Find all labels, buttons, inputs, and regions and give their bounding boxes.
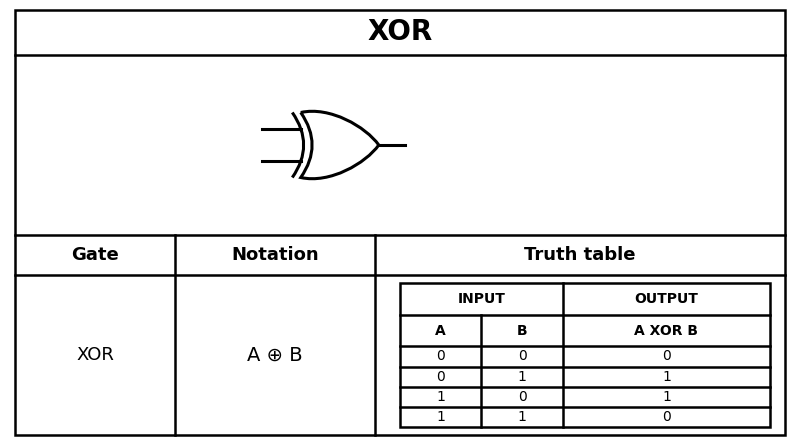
Text: XOR: XOR — [367, 19, 433, 46]
Text: 0: 0 — [662, 410, 670, 424]
Text: INPUT: INPUT — [458, 292, 506, 306]
Text: B: B — [517, 324, 527, 337]
Text: 0: 0 — [436, 370, 445, 384]
Text: OUTPUT: OUTPUT — [634, 292, 698, 306]
Text: 1: 1 — [662, 370, 671, 384]
Text: 1: 1 — [436, 390, 445, 404]
Text: Truth table: Truth table — [524, 246, 636, 264]
Text: XOR: XOR — [76, 346, 114, 364]
Text: 0: 0 — [518, 349, 526, 364]
Text: Gate: Gate — [71, 246, 119, 264]
Text: A ⊕ B: A ⊕ B — [247, 345, 303, 364]
Text: 1: 1 — [518, 370, 526, 384]
Text: 1: 1 — [662, 390, 671, 404]
Text: 1: 1 — [518, 410, 526, 424]
Text: 0: 0 — [436, 349, 445, 364]
Text: Notation: Notation — [231, 246, 319, 264]
Text: A: A — [435, 324, 446, 337]
Bar — [400, 283, 770, 427]
PathPatch shape — [301, 111, 378, 179]
Text: 0: 0 — [662, 349, 670, 364]
Text: 1: 1 — [436, 410, 445, 424]
Text: A XOR B: A XOR B — [634, 324, 698, 337]
Text: 0: 0 — [518, 390, 526, 404]
